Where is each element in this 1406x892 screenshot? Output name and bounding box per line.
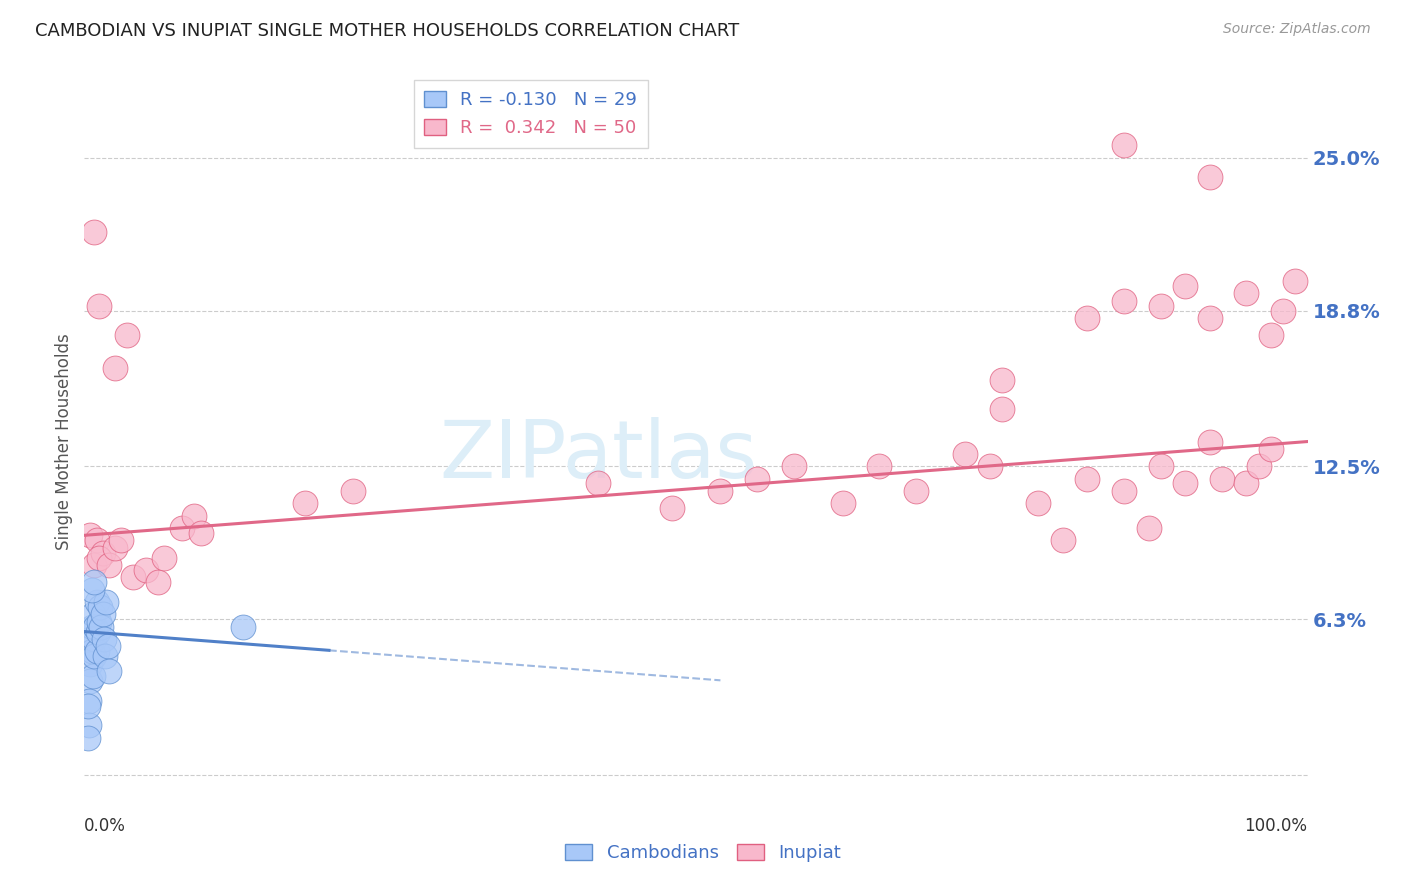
Point [115, 328, 138, 343]
Point [1052, 533, 1074, 548]
Text: CAMBODIAN VS INUPIAT SINGLE MOTHER HOUSEHOLDS CORRELATION CHART: CAMBODIAN VS INUPIAT SINGLE MOTHER HOUSE… [35, 22, 740, 40]
Legend: Cambodians, Inupiat: Cambodians, Inupiat [558, 837, 848, 870]
Point [83, 649, 105, 664]
Point [1236, 286, 1258, 301]
Point [83, 225, 105, 239]
Point [1284, 274, 1306, 288]
Point [1260, 442, 1282, 456]
Text: ZIPatlas: ZIPatlas [439, 417, 758, 495]
Point [905, 483, 928, 498]
Point [1211, 471, 1233, 485]
Point [869, 459, 891, 474]
Point [86, 533, 108, 548]
Point [83, 558, 105, 572]
Point [104, 360, 127, 375]
Point [87, 624, 110, 639]
Point [294, 496, 316, 510]
Point [1076, 311, 1098, 326]
Point [94, 649, 117, 664]
Point [122, 570, 145, 584]
Point [83, 575, 105, 590]
Point [1114, 483, 1136, 498]
Point [97, 558, 120, 572]
Point [232, 619, 254, 633]
Point [991, 402, 1014, 417]
Point [87, 299, 110, 313]
Point [1174, 279, 1197, 293]
Point [80, 644, 103, 658]
Text: 0.0%: 0.0% [84, 817, 127, 835]
Point [79, 657, 101, 671]
Point [86, 644, 108, 658]
Point [77, 731, 100, 745]
Point [831, 496, 853, 510]
Point [1272, 303, 1295, 318]
Point [79, 632, 101, 646]
Point [80, 619, 103, 633]
Point [1198, 434, 1220, 449]
Point [183, 508, 205, 523]
Point [97, 640, 120, 654]
Point [190, 525, 212, 540]
Point [90, 619, 112, 633]
Point [135, 563, 157, 577]
Point [1076, 471, 1098, 485]
Point [172, 521, 194, 535]
Point [104, 541, 127, 555]
Point [96, 595, 118, 609]
Point [82, 607, 104, 622]
Point [1260, 328, 1282, 343]
Point [979, 459, 1001, 474]
Point [80, 582, 103, 597]
Point [1150, 459, 1173, 474]
Point [93, 632, 115, 646]
Point [1150, 299, 1173, 313]
Point [77, 718, 100, 732]
Point [84, 619, 107, 633]
Point [783, 459, 806, 474]
Point [153, 550, 176, 565]
Point [991, 373, 1014, 387]
Point [87, 615, 110, 629]
Point [1174, 476, 1197, 491]
Point [91, 607, 114, 622]
Point [1114, 138, 1136, 153]
Y-axis label: Single Mother Households: Single Mother Households [55, 334, 73, 549]
Point [97, 664, 120, 678]
Point [89, 599, 111, 614]
Point [83, 632, 105, 646]
Point [77, 694, 100, 708]
Point [110, 533, 132, 548]
Point [709, 483, 731, 498]
Point [1198, 311, 1220, 326]
Point [747, 471, 769, 485]
Point [146, 575, 169, 590]
Point [1247, 459, 1270, 474]
Point [1114, 293, 1136, 308]
Point [79, 528, 101, 542]
Point [661, 501, 683, 516]
Point [1137, 521, 1160, 535]
Point [1198, 170, 1220, 185]
Text: 100.0%: 100.0% [1244, 817, 1308, 835]
Point [91, 546, 114, 560]
Point [1028, 496, 1050, 510]
Point [87, 550, 110, 565]
Point [953, 447, 976, 461]
Point [86, 595, 108, 609]
Point [82, 669, 104, 683]
Legend: R = -0.130   N = 29, R =  0.342   N = 50: R = -0.130 N = 29, R = 0.342 N = 50 [413, 80, 648, 147]
Point [79, 673, 101, 688]
Text: Source: ZipAtlas.com: Source: ZipAtlas.com [1223, 22, 1371, 37]
Point [1236, 476, 1258, 491]
Point [342, 483, 364, 498]
Point [77, 698, 100, 713]
Point [586, 476, 609, 491]
